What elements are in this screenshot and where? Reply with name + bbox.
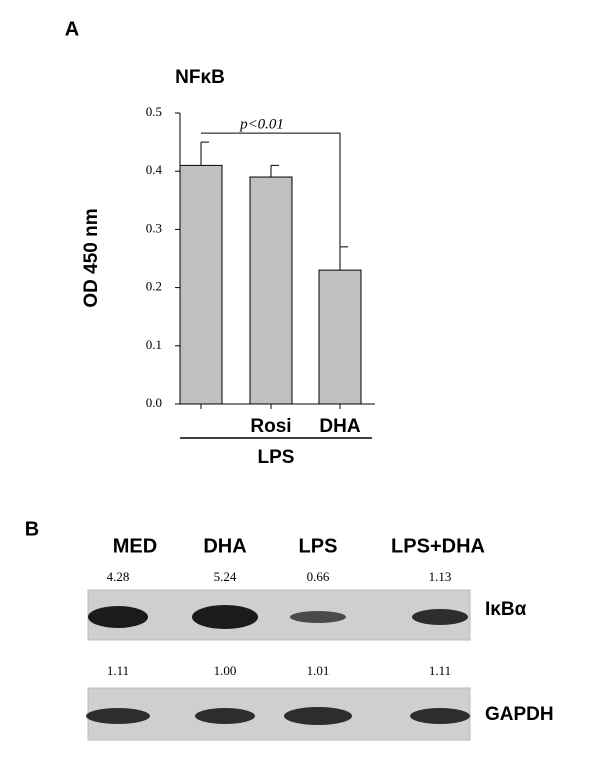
lane-label: LPS+DHA <box>391 535 485 557</box>
band-value: 5.24 <box>214 569 237 584</box>
band <box>192 605 258 629</box>
band-value: 0.66 <box>307 569 330 584</box>
y-tick-label: 0.4 <box>146 162 163 177</box>
band-value: 1.13 <box>429 569 452 584</box>
row-label: GAPDH <box>485 704 554 725</box>
y-tick-label: 0.2 <box>146 279 162 294</box>
lane-label: LPS <box>299 535 338 557</box>
band <box>284 707 352 725</box>
band <box>290 611 346 623</box>
bar <box>318 269 362 405</box>
annotation: p<0.01 <box>239 116 284 132</box>
band <box>86 708 150 724</box>
y-axis-label: OD 450 nm <box>81 208 102 307</box>
band-value: 1.11 <box>107 663 129 678</box>
band <box>88 606 148 628</box>
y-tick-label: 0.5 <box>146 104 162 119</box>
lane-label: MED <box>113 535 157 557</box>
blot-membrane <box>87 589 471 641</box>
bar <box>179 164 223 405</box>
bar <box>249 176 293 405</box>
y-tick-label: 0.3 <box>146 220 162 235</box>
band-value: 1.01 <box>307 663 330 678</box>
band <box>195 708 255 724</box>
x-tick-label: DHA <box>319 416 360 437</box>
band-value: 1.11 <box>429 663 451 678</box>
band-value: 4.28 <box>107 569 130 584</box>
panel-label: A <box>65 18 79 40</box>
blot-membrane <box>87 687 471 741</box>
significance-bracket <box>201 132 341 247</box>
row-label: IκBα <box>485 599 527 620</box>
chart-title: NFκB <box>175 67 225 88</box>
x-tick-label: Rosi <box>250 416 291 437</box>
band <box>412 609 468 625</box>
y-tick-label: 0.1 <box>146 337 162 352</box>
group-label: LPS <box>258 447 295 468</box>
band-value: 1.00 <box>214 663 237 678</box>
lane-label: DHA <box>203 535 246 557</box>
y-tick-label: 0.0 <box>146 395 162 410</box>
band <box>410 708 470 724</box>
panel-label: B <box>25 518 39 540</box>
